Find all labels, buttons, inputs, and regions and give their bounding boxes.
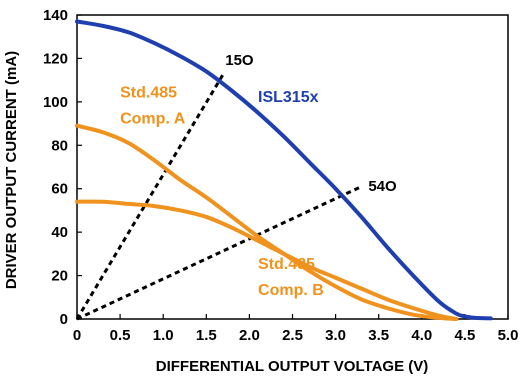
y-tick-label: 60 [51,181,68,198]
x-tick-label: 0 [73,327,81,344]
x-tick-label: 5.0 [498,327,519,344]
y-tick-label: 0 [60,311,68,328]
annotation-4: Std.485 [258,256,315,273]
y-axis-title: DRIVER OUTPUT CURRENT (mA) [3,51,20,289]
annotation-3: Comp. A [120,111,186,128]
plot-frame [76,14,509,320]
load-line-1 [75,72,225,320]
plot-area: 0 0.5 1.0 1.5 2.0 2.5 3.0 3.5 4.0 4.5 5.0 0 20 40 60 80… [43,7,518,344]
x-tick-label: 3.0 [325,327,346,344]
x-tick-label: 4.0 [411,327,432,344]
annotation-5: Comp. B [258,282,324,299]
x-tick-label: 1.5 [196,327,217,344]
series-line-isl315x [75,19,493,321]
annotation-6: 15O [225,52,254,69]
y-tick-label: 40 [51,224,68,241]
y-tick-label: 80 [51,137,68,154]
annotation-1: ISL315x [258,89,319,106]
annotation-2: Std.485 [120,85,177,102]
series-line-std-485-comp-b [75,199,459,321]
x-tick-label: 0.5 [110,327,131,344]
x-tick-label: 3.5 [368,327,389,344]
annotation-7: 54O [368,178,397,195]
x-axis-title: DIFFERENTIAL OUTPUT VOLTAGE (V) [156,358,429,375]
x-tick-label: 1.0 [153,327,174,344]
x-tick-label: 4.5 [454,327,475,344]
y-tick-label: 20 [51,268,68,285]
load-line-2 [76,185,363,321]
y-tick-label: 120 [43,50,68,67]
y-tick-label: 140 [43,7,68,24]
y-tick-label: 100 [43,94,68,111]
x-tick-label: 2.0 [239,327,260,344]
x-tick-label: 2.5 [282,327,303,344]
